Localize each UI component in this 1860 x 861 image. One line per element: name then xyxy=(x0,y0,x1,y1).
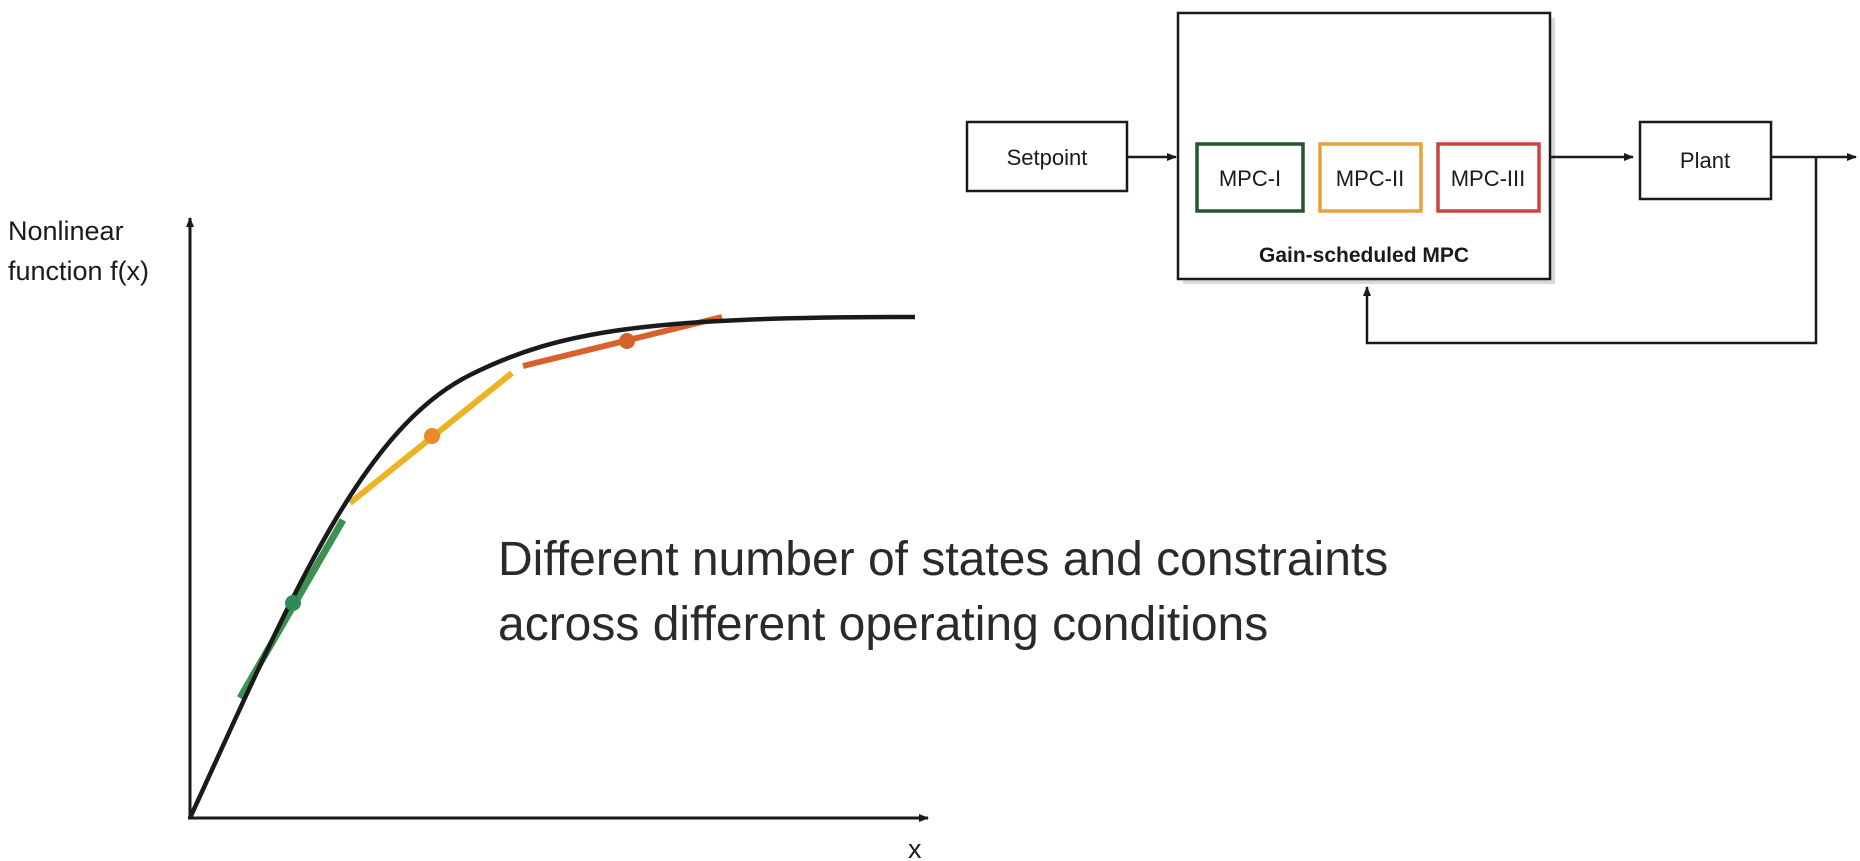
mpc-i-label: MPC-I xyxy=(1219,166,1281,191)
y-axis-label-line2: function f(x) xyxy=(8,256,149,286)
mpc-i-block: MPC-I xyxy=(1195,142,1305,213)
caption: Different number of states and constrain… xyxy=(498,533,1388,651)
mpc-ii-block: MPC-II xyxy=(1318,142,1423,213)
operating-point-op1 xyxy=(285,595,301,611)
mpc-iii-block: MPC-III xyxy=(1436,142,1541,213)
caption-line2: across different operating conditions xyxy=(498,598,1268,651)
plant-label: Plant xyxy=(1680,148,1730,173)
y-axis-label-line1: Nonlinear xyxy=(8,216,124,246)
mpc-ii-label: MPC-II xyxy=(1336,166,1404,191)
setpoint-block: Setpoint xyxy=(965,120,1129,193)
controller-title: Gain-scheduled MPC xyxy=(1259,244,1469,267)
x-axis-label: x xyxy=(908,834,922,861)
feedback-path xyxy=(1363,157,1818,345)
block-diagram: Setpoint MPC-I MPC-II MPC-III Gain-sched… xyxy=(965,11,1857,345)
operating-point-op2 xyxy=(424,428,440,444)
setpoint-label: Setpoint xyxy=(1007,145,1088,170)
nonlinear-function-plot: Nonlinear function f(x) x xyxy=(8,216,929,861)
operating-point-op3 xyxy=(619,333,635,349)
nonlinear-curve xyxy=(187,314,916,819)
gain-scheduled-mpc-block: MPC-I MPC-II MPC-III Gain-scheduled MPC xyxy=(1176,11,1555,284)
mpc-iii-label: MPC-III xyxy=(1451,166,1526,191)
caption-line1: Different number of states and constrain… xyxy=(498,533,1388,586)
plant-block: Plant xyxy=(1638,120,1773,201)
